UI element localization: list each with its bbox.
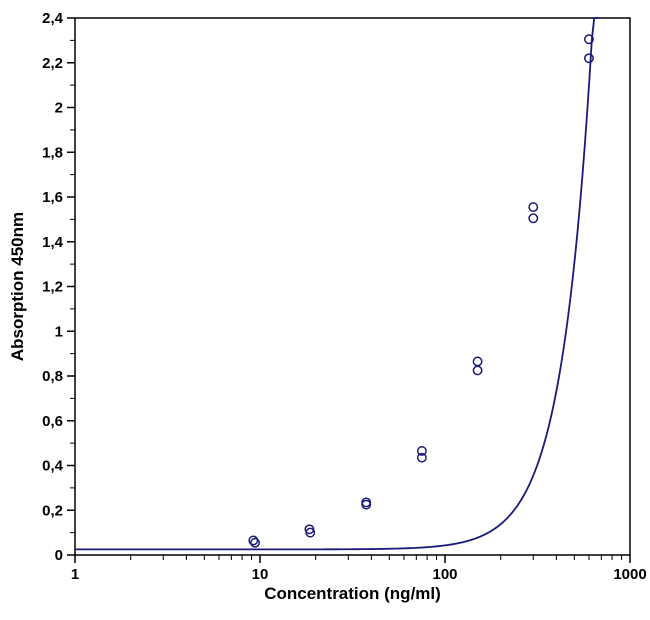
x-tick-label: 1000 bbox=[613, 566, 646, 583]
x-tick-label: 100 bbox=[432, 566, 457, 583]
data-point bbox=[473, 357, 481, 365]
y-tick-label: 0,8 bbox=[42, 368, 63, 385]
y-tick-label: 2,4 bbox=[42, 10, 64, 27]
data-point bbox=[585, 54, 593, 62]
y-tick-label: 0,4 bbox=[42, 458, 64, 475]
data-point bbox=[251, 538, 259, 546]
x-axis-title: Concentration (ng/ml) bbox=[264, 584, 441, 603]
y-tick-label: 0,2 bbox=[42, 502, 63, 519]
data-point bbox=[473, 366, 481, 374]
y-tick-label: 2 bbox=[55, 100, 63, 117]
y-axis-title: Absorption 450nm bbox=[8, 212, 27, 361]
y-tick-label: 2,2 bbox=[42, 55, 63, 72]
y-tick-label: 0 bbox=[55, 547, 63, 564]
y-tick-label: 1,2 bbox=[42, 279, 63, 296]
data-point bbox=[529, 203, 537, 211]
y-tick-label: 1 bbox=[55, 323, 63, 340]
y-tick-label: 0,6 bbox=[42, 413, 63, 430]
fit-curve bbox=[75, 18, 599, 549]
absorption-vs-concentration-chart: 1 10 100 1000 Concentration (ng/ml) 0 0,2 0,4 0,… bbox=[0, 0, 650, 620]
y-tick-label: 1,8 bbox=[42, 144, 63, 161]
data-point bbox=[529, 214, 537, 222]
y-tick-label: 1,6 bbox=[42, 189, 63, 206]
x-tick-label: 10 bbox=[252, 566, 269, 583]
y-tick-label: 1,4 bbox=[42, 234, 64, 251]
x-tick-label: 1 bbox=[71, 566, 79, 583]
